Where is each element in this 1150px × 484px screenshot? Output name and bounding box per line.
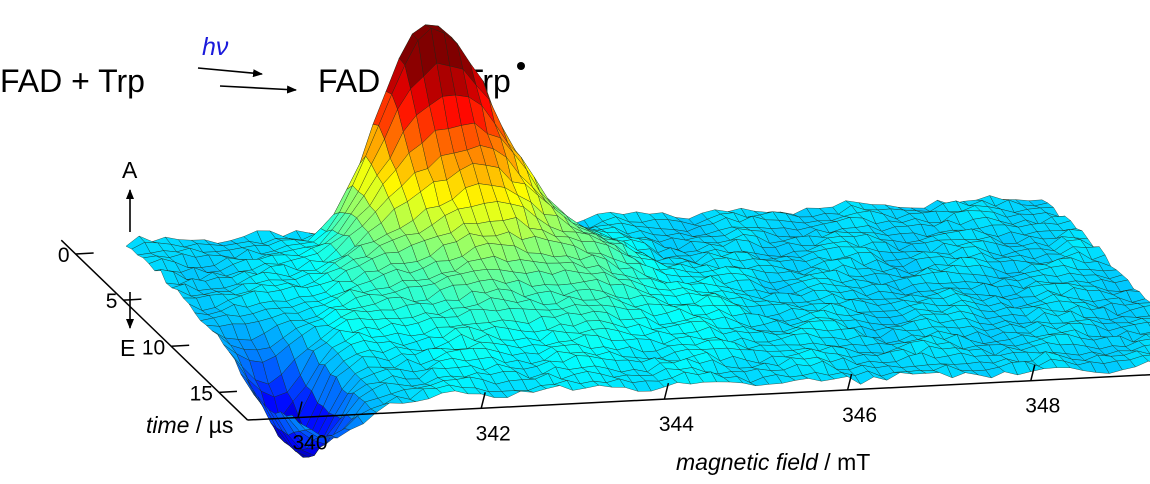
radical-dot-trp xyxy=(517,62,525,70)
svg-text:FAD: FAD xyxy=(318,63,380,99)
field-tick-label: 346 xyxy=(842,404,877,427)
field-tick-label: 340 xyxy=(292,432,327,455)
field-axis-tick xyxy=(480,392,486,409)
surface-cell xyxy=(1132,298,1150,304)
product-fad-text: FAD xyxy=(318,63,380,99)
field-axis-tick xyxy=(663,382,670,400)
time-axis-tick xyxy=(123,298,142,301)
field-tick-label: 344 xyxy=(659,413,694,436)
surface-cell xyxy=(1140,332,1150,335)
photon-label: hν xyxy=(202,33,229,61)
field-tick-label: 348 xyxy=(1025,395,1060,418)
time-axis-line xyxy=(60,239,249,421)
field-axis-title: magnetic field / mT xyxy=(676,449,870,475)
reaction-arrow-2 xyxy=(219,85,297,94)
reactants-text: FAD + Trp xyxy=(0,63,145,99)
time-tick-label: 0 xyxy=(58,244,70,267)
surface-cell xyxy=(1131,345,1150,355)
time-tick-label: 5 xyxy=(106,290,118,313)
time-axis-tick xyxy=(218,390,237,394)
field-axis-tick xyxy=(846,373,853,391)
time-axis-tick xyxy=(171,344,190,348)
absorption-label: A xyxy=(122,157,138,183)
surface-cell xyxy=(1136,315,1150,319)
field-tick-label: 342 xyxy=(476,422,511,445)
surface-cell xyxy=(1141,318,1150,323)
surface-cell xyxy=(1142,354,1150,362)
surface-cell xyxy=(1143,305,1150,317)
axes: 340342344346348350051015 xyxy=(58,239,1150,455)
surface-cell xyxy=(1138,338,1150,346)
time-axis-tick xyxy=(75,252,94,255)
surface-cell xyxy=(1136,302,1150,307)
time-tick-label: 10 xyxy=(142,336,165,359)
surface-cell xyxy=(1144,344,1150,355)
surface-cell xyxy=(1136,350,1150,357)
amplitude-axis: A E xyxy=(120,157,138,361)
time-axis-title: time / µs xyxy=(146,412,233,438)
surface-cell xyxy=(1134,321,1150,335)
field-axis-line xyxy=(247,373,1150,421)
surface-cell xyxy=(1147,321,1150,327)
surface-plot xyxy=(125,24,1150,458)
surface-cell xyxy=(1132,333,1150,343)
field-axis-tick xyxy=(1030,364,1036,381)
emission-label: E xyxy=(120,335,135,361)
reaction-arrow-1 xyxy=(197,67,263,78)
time-tick-label: 15 xyxy=(190,382,213,405)
field-axis-tick xyxy=(297,401,303,418)
